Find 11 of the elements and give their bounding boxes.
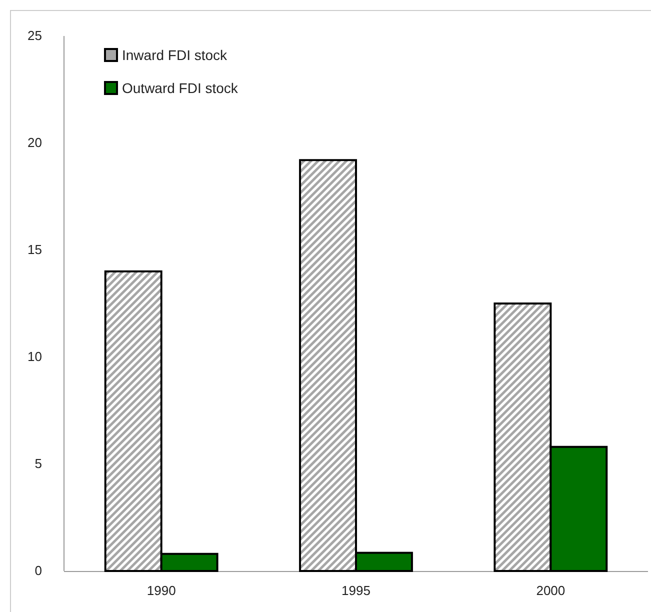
y-tick-label: 10: [28, 349, 42, 364]
y-tick-label: 25: [28, 28, 42, 44]
x-tick-label: 2000: [536, 583, 566, 598]
y-tick-label: 15: [28, 242, 42, 258]
y-tick-label: 20: [28, 135, 42, 150]
x-tick-label: 1995: [342, 583, 370, 598]
legend-label: Inward FDI stock: [122, 47, 228, 63]
y-tick-label: 0: [34, 563, 42, 578]
y-tick-label: 5: [34, 456, 42, 472]
x-tick-label: 1990: [146, 583, 176, 598]
legend-label: Outward FDI stock: [122, 80, 239, 96]
